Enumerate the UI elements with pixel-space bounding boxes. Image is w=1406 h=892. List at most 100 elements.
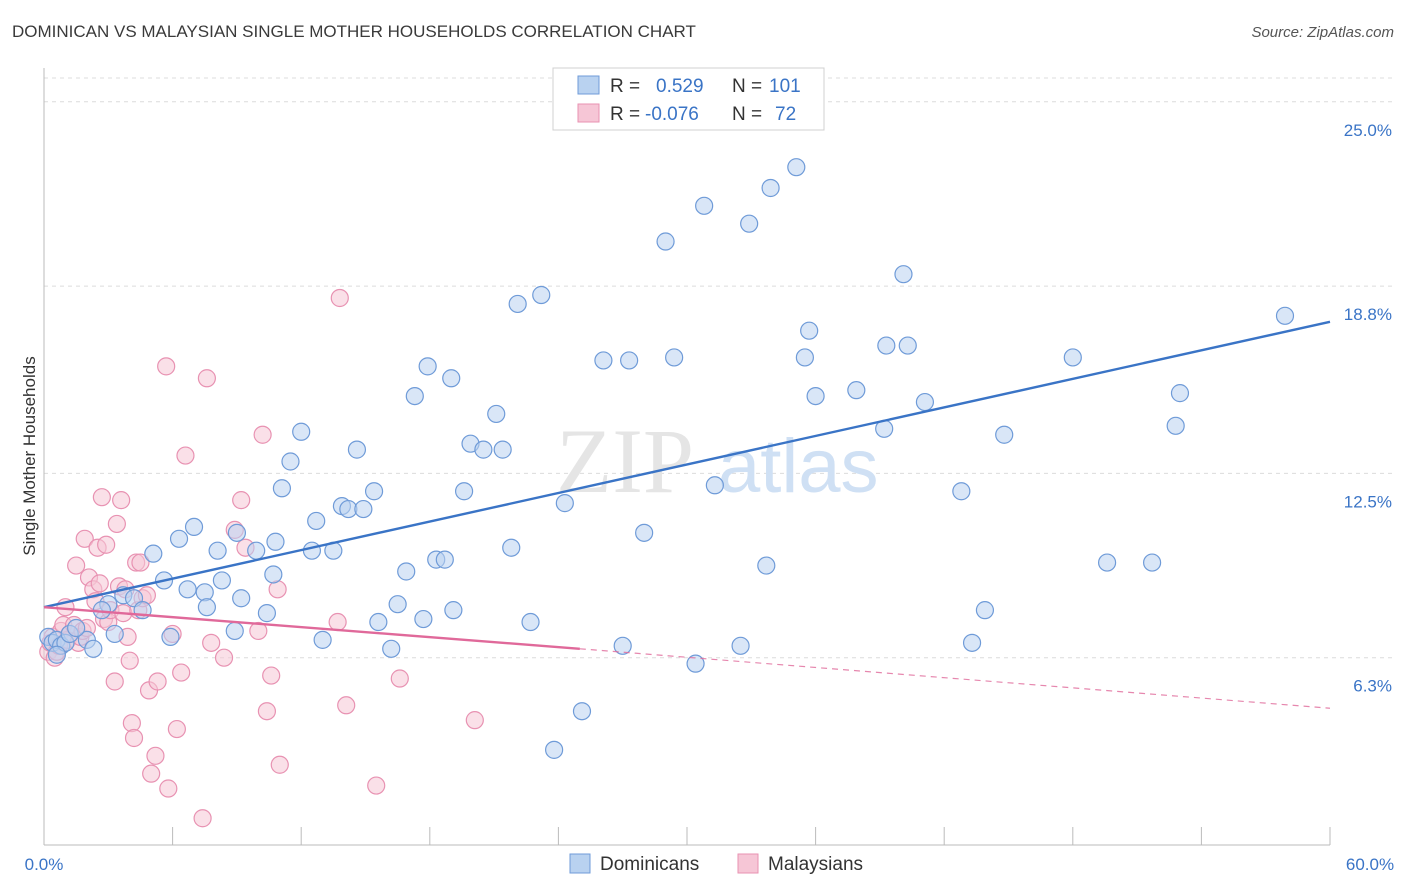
- y-tick-label: 25.0%: [1344, 121, 1392, 140]
- series-legend-label-dominicans: Dominicans: [600, 854, 699, 875]
- y-tick-label: 18.8%: [1344, 305, 1392, 324]
- dominicans-point: [962, 633, 982, 652]
- legend-r-label-1: R =: [610, 76, 640, 97]
- malaysians-point: [124, 728, 144, 748]
- dominicans-point: [847, 381, 866, 400]
- y-tick-label: 6.3%: [1353, 677, 1392, 696]
- dominicans-points: [39, 158, 1295, 759]
- malaysians-point: [131, 553, 150, 572]
- x-tick-label-min: 0.0%: [25, 855, 64, 874]
- series-legend-swatch-malaysians: [737, 853, 759, 874]
- dominicans-point: [264, 565, 283, 584]
- dominicans-point: [898, 336, 917, 355]
- malaysians-trend-line: [43, 605, 580, 650]
- malaysians-point: [214, 648, 234, 667]
- dominicans-point: [435, 550, 454, 569]
- malaysians-point: [112, 491, 131, 510]
- dominicans-point: [184, 517, 204, 537]
- malaysians-point: [142, 764, 161, 783]
- dominicans-point: [212, 571, 231, 590]
- dominicans-point: [740, 214, 759, 233]
- x-tick-marks: [43, 827, 1331, 845]
- grid-lines: [44, 77, 1392, 659]
- dominicans-point: [493, 440, 512, 459]
- dominicans-point: [705, 476, 724, 495]
- dominicans-point: [757, 556, 776, 575]
- malaysians-point: [92, 488, 111, 507]
- dominicans-point: [354, 499, 373, 519]
- dominicans-point: [665, 348, 684, 367]
- malaysians-point: [232, 491, 251, 510]
- malaysians-point: [75, 529, 94, 548]
- malaysians-point: [328, 612, 347, 632]
- dominicans-point: [572, 702, 592, 721]
- dominicans-point: [975, 601, 995, 620]
- dominicans-point: [474, 440, 493, 459]
- malaysians-point: [330, 288, 349, 308]
- series-legend-swatch-dominicans: [569, 853, 591, 874]
- dominicans-point: [369, 612, 388, 632]
- dominicans-point: [382, 639, 401, 658]
- dominicans-point: [761, 178, 780, 198]
- dominicans-point: [1275, 306, 1295, 325]
- dominicans-point: [272, 479, 292, 498]
- legend-n-value-1: 101: [769, 76, 801, 97]
- dominicans-point: [915, 392, 935, 412]
- dominicans-point: [227, 523, 246, 542]
- malaysians-point: [390, 669, 409, 688]
- dominicans-point: [635, 523, 654, 542]
- dominicans-point: [178, 580, 197, 599]
- dominicans-point: [594, 351, 613, 370]
- dominicans-point: [613, 636, 632, 655]
- malaysians-point: [193, 809, 212, 828]
- dominicans-point: [1143, 553, 1162, 572]
- dominicans-point: [806, 386, 825, 406]
- legend-r-value-2: -0.076: [645, 104, 699, 125]
- dominicans-point: [454, 482, 474, 501]
- malaysians-point: [90, 574, 109, 593]
- legend-n-label-1: N =: [732, 76, 762, 97]
- y-tick-label: 12.5%: [1344, 492, 1392, 511]
- dominicans-point: [995, 425, 1014, 444]
- dominicans-point: [502, 538, 521, 557]
- malaysians-point: [262, 666, 281, 685]
- dominicans-point: [894, 265, 913, 284]
- dominicans-point: [307, 511, 326, 531]
- dominicans-point: [397, 562, 416, 581]
- malaysians-point: [465, 711, 484, 730]
- dominicans-point: [414, 609, 433, 629]
- dominicans-point: [197, 598, 216, 617]
- malaysians-point: [148, 672, 167, 691]
- legend-n-value-2: 72: [775, 104, 796, 125]
- dominicans-point: [161, 627, 180, 646]
- dominicans-point: [313, 630, 332, 649]
- malaysians-trend-extension: [579, 648, 1331, 709]
- dominicans-point: [232, 589, 251, 608]
- series-legend-label-malaysians: Malaysians: [768, 854, 863, 875]
- dominicans-trend-line: [43, 320, 1331, 609]
- dominicans-point: [364, 482, 384, 501]
- dominicans-point: [442, 369, 461, 388]
- watermark-atlas: atlas: [718, 424, 879, 509]
- source-label: Source: ZipAtlas.com: [1251, 24, 1394, 41]
- y-axis-label: Single Mother Households: [20, 356, 39, 555]
- malaysians-point: [107, 514, 126, 534]
- dominicans-point: [257, 604, 277, 623]
- stats-legend: R = 0.529 N = 101 R = -0.076 N = 72: [552, 67, 825, 131]
- trend-lines: [43, 320, 1331, 709]
- dominicans-point: [656, 232, 675, 251]
- dominicans-point: [1170, 384, 1190, 403]
- dominicans-point: [195, 583, 214, 602]
- dominicans-point: [225, 621, 244, 641]
- malaysians-point: [157, 357, 176, 376]
- dominicans-point: [1097, 553, 1117, 572]
- dominicans-point: [67, 618, 86, 638]
- dominicans-point: [169, 529, 189, 548]
- malaysians-point: [122, 714, 141, 733]
- dominicans-point: [47, 645, 66, 664]
- dominicans-point: [555, 494, 574, 513]
- malaysians-point: [249, 621, 268, 641]
- dominicans-point: [418, 357, 437, 376]
- dominicans-point: [302, 541, 322, 560]
